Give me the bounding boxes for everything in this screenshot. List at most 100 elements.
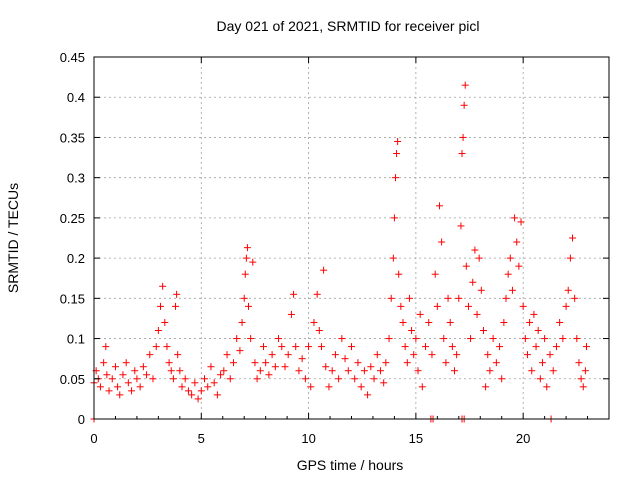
data-point <box>496 343 504 351</box>
data-point <box>238 318 246 326</box>
data-point <box>556 318 564 326</box>
data-point <box>194 395 202 403</box>
data-point <box>116 391 124 399</box>
data-point <box>344 367 352 375</box>
data-point <box>139 363 147 371</box>
data-point <box>380 379 388 387</box>
data-point <box>114 383 122 391</box>
data-point <box>418 383 426 391</box>
data-point <box>530 310 538 318</box>
data-point <box>458 150 466 158</box>
data-point <box>431 270 439 278</box>
data-point <box>111 363 119 371</box>
data-point <box>271 363 279 371</box>
data-point <box>401 343 409 351</box>
data-point <box>338 335 346 343</box>
data-point <box>521 335 529 343</box>
data-point <box>559 335 567 343</box>
data-point <box>154 327 162 335</box>
data-point <box>262 359 270 367</box>
data-point <box>546 351 554 359</box>
x-tick-label: 20 <box>516 431 530 446</box>
data-point <box>307 383 315 391</box>
data-point <box>523 351 531 359</box>
y-tick-label: 0.15 <box>60 291 85 306</box>
data-point <box>459 133 467 141</box>
data-point <box>260 343 268 351</box>
data-point <box>322 363 330 371</box>
y-tick-label: 0.45 <box>60 50 85 65</box>
data-point <box>513 238 521 246</box>
data-point <box>348 343 355 351</box>
data-point <box>220 367 228 375</box>
data-point <box>403 359 411 367</box>
data-point <box>233 335 241 343</box>
data-point <box>124 379 132 387</box>
data-point <box>292 343 300 351</box>
data-point <box>251 359 259 367</box>
data-point <box>408 327 416 335</box>
y-tick-label: 0.35 <box>60 130 85 145</box>
y-tick-label: 0.3 <box>67 171 85 186</box>
data-point <box>448 343 456 351</box>
x-tick-label: 10 <box>301 431 315 446</box>
y-tick-label: 0.4 <box>67 90 85 105</box>
y-tick-label: 0.05 <box>60 372 85 387</box>
data-point <box>243 244 251 252</box>
data-point <box>242 254 250 262</box>
data-point <box>102 343 110 351</box>
data-point <box>543 383 551 391</box>
data-point <box>367 363 375 371</box>
data-point <box>298 355 306 363</box>
data-point <box>506 254 514 262</box>
data-point <box>387 294 395 302</box>
data-point <box>331 351 339 359</box>
data-point <box>131 367 139 375</box>
data-point <box>577 375 585 383</box>
data-point <box>538 359 546 367</box>
plot-frame <box>93 56 610 420</box>
data-point <box>504 270 512 278</box>
data-point <box>389 254 397 262</box>
data-point <box>460 101 468 109</box>
data-point <box>444 294 452 302</box>
data-point <box>416 310 424 318</box>
data-point <box>105 387 113 395</box>
data-point <box>393 150 401 158</box>
data-point <box>573 335 581 343</box>
x-tick-label: 0 <box>90 431 97 446</box>
data-point <box>482 383 490 391</box>
data-point <box>438 238 446 246</box>
data-point <box>473 310 481 318</box>
data-point <box>575 359 583 367</box>
data-point <box>249 258 257 266</box>
data-point <box>414 367 422 375</box>
data-point <box>405 294 413 302</box>
axis-ticks: 0 0.05 0.1 0.15 0.2 0.25 0.3 0.35 0.4 0.45 0 5 10 15 2… <box>60 50 609 446</box>
x-axis-title: GPS time / hours <box>297 457 404 473</box>
data-point <box>253 375 261 383</box>
y-tick-label: 0 <box>78 412 85 427</box>
data-point <box>197 387 205 395</box>
y-tick-label: 0.2 <box>67 251 85 266</box>
data-point <box>335 375 343 383</box>
data-point <box>146 351 154 359</box>
data-point <box>364 391 372 399</box>
data-point <box>320 266 328 274</box>
data-point <box>163 343 171 351</box>
data-point <box>517 218 525 226</box>
data-point <box>172 302 180 310</box>
data-point <box>191 379 199 387</box>
data-point <box>370 375 378 383</box>
data-point <box>477 286 485 294</box>
data-point <box>442 359 450 367</box>
data-point <box>435 202 443 210</box>
data-point <box>204 383 212 391</box>
data-point <box>305 343 313 351</box>
data-point <box>502 294 510 302</box>
data-point <box>281 363 289 371</box>
data-point <box>385 335 393 343</box>
data-point <box>149 375 157 383</box>
data-point <box>247 335 255 343</box>
data-point <box>210 379 218 387</box>
